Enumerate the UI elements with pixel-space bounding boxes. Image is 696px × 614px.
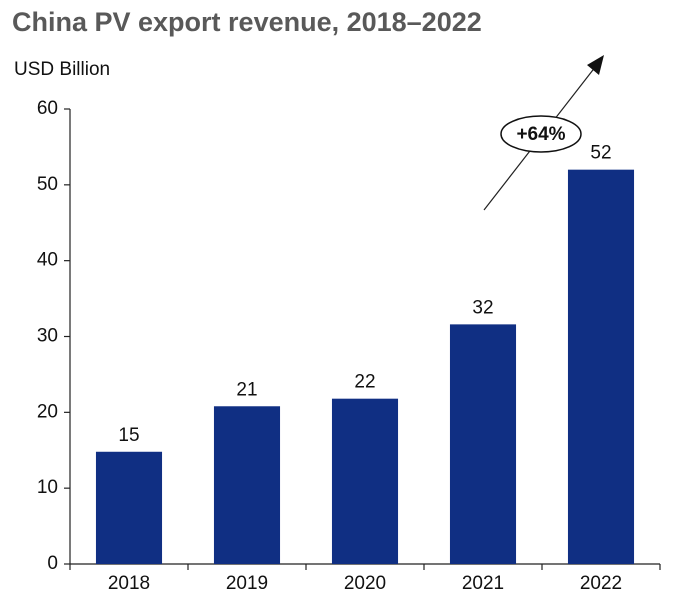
annotation: +64% <box>516 124 565 145</box>
bar <box>213 406 281 564</box>
y-axis-label: USD Billion <box>14 59 110 80</box>
y-tick-label: 0 <box>47 553 58 574</box>
value-label: 15 <box>118 425 139 446</box>
y-tick-label: 20 <box>37 401 58 422</box>
value-label: 32 <box>472 297 493 318</box>
x-tick-label: 2021 <box>462 573 504 594</box>
arrow-head <box>587 55 604 75</box>
y-tick-label: 50 <box>37 174 58 195</box>
value-label: 52 <box>590 143 611 164</box>
annotation-bubble <box>500 115 582 153</box>
x-tick-label: 2020 <box>344 573 386 594</box>
y-tick-label: 10 <box>37 477 58 498</box>
x-tick-label: 2022 <box>580 573 622 594</box>
y-tick-label: 40 <box>37 250 58 271</box>
value-label: 21 <box>236 379 257 400</box>
x-tick-label: 2018 <box>108 573 150 594</box>
bar <box>567 169 635 564</box>
x-tick-label: 2019 <box>226 573 268 594</box>
bar <box>95 451 163 564</box>
value-label: 22 <box>354 372 375 393</box>
chart-title: China PV export revenue, 2018–2022 <box>12 7 482 37</box>
y-tick-label: 30 <box>37 326 58 347</box>
bar <box>449 324 517 564</box>
y-tick-label: 60 <box>37 98 58 119</box>
bar <box>331 398 399 564</box>
